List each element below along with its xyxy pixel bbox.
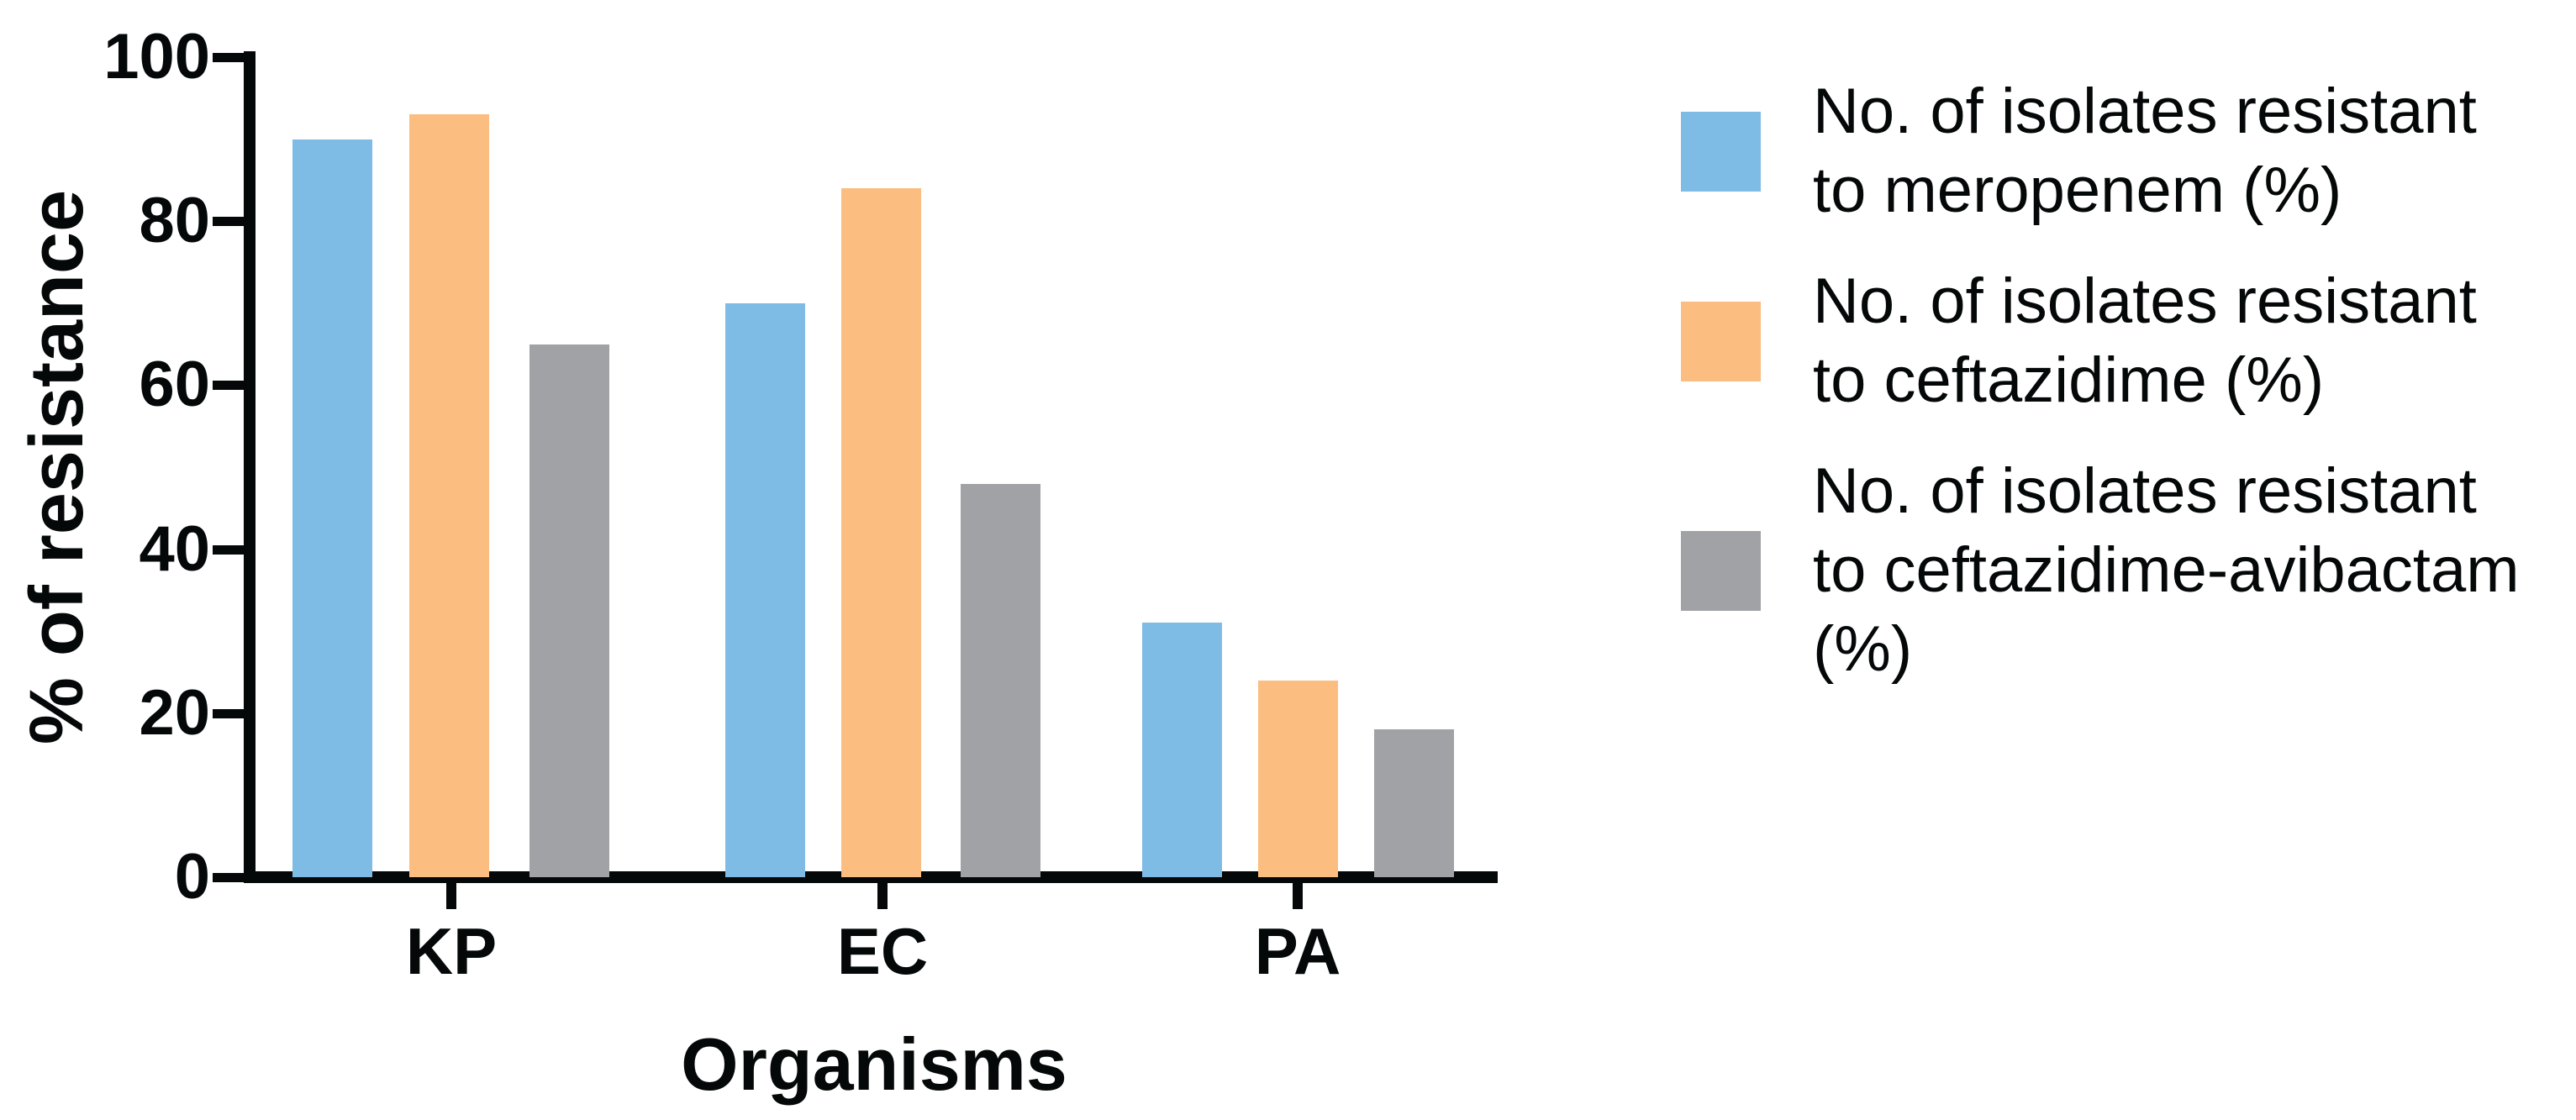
y-tick-mark	[213, 873, 251, 882]
legend-item-3: No. of isolates resistant to ceftazidime…	[1681, 452, 2520, 689]
legend: No. of isolates resistant to meropenem (…	[1681, 72, 2520, 689]
y-axis-line	[244, 51, 255, 883]
y-tick-mark	[213, 53, 251, 62]
bar-kp-series2	[409, 114, 489, 877]
bar-ec-series3	[961, 483, 1040, 877]
y-tick-label: 80	[139, 185, 210, 257]
y-tick-mark	[213, 217, 251, 227]
legend-swatch-3	[1681, 530, 1761, 611]
bar-pa-series3	[1374, 729, 1454, 877]
y-tick-label: 60	[139, 349, 210, 421]
y-tick-label: 20	[139, 676, 210, 749]
legend-item-1: No. of isolates resistant to meropenem (…	[1681, 72, 2520, 230]
x-tick-label-ec: EC	[836, 914, 929, 988]
x-tick-label-pa: PA	[1254, 914, 1341, 988]
y-tick-label: 100	[103, 21, 210, 92]
y-tick-mark	[213, 544, 251, 555]
x-axis-title: Organisms	[681, 1023, 1067, 1106]
legend-swatch-1	[1681, 111, 1761, 192]
bar-ec-series1	[725, 302, 805, 877]
x-tick-mark	[446, 877, 456, 909]
bar-pa-series2	[1258, 680, 1338, 877]
bar-pa-series1	[1142, 623, 1222, 877]
bar-ec-series2	[841, 188, 921, 877]
legend-label-2: No. of isolates resistant to ceftazidime…	[1813, 266, 2477, 416]
y-tick-mark	[213, 708, 251, 718]
bar-kp-series1	[292, 139, 372, 877]
legend-label-1: No. of isolates resistant to meropenem (…	[1813, 76, 2477, 226]
y-tick-label: 40	[139, 513, 210, 585]
y-tick-label: 0	[174, 841, 210, 912]
x-tick-label-kp: KP	[405, 914, 498, 988]
x-tick-mark	[877, 877, 888, 909]
x-tick-mark	[1293, 877, 1303, 909]
legend-label-3: No. of isolates resistant to ceftazidime…	[1813, 455, 2520, 685]
bar-kp-series3	[529, 344, 609, 877]
y-tick-mark	[213, 381, 251, 391]
legend-swatch-2	[1681, 301, 1761, 381]
legend-item-2: No. of isolates resistant to ceftazidime…	[1681, 262, 2520, 420]
